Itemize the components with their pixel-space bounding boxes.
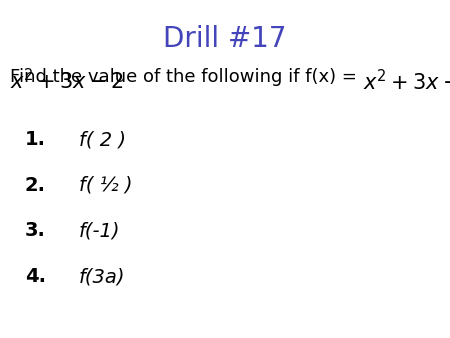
- Text: f( 2 ): f( 2 ): [79, 130, 126, 149]
- Text: 1.: 1.: [25, 130, 46, 149]
- Text: 3.: 3.: [25, 221, 45, 240]
- Text: 2.: 2.: [25, 176, 46, 195]
- Text: 4.: 4.: [25, 267, 46, 286]
- Text: $x^2 +3x-2$: $x^2 +3x-2$: [363, 69, 450, 95]
- Text: f(3a): f(3a): [79, 267, 125, 286]
- Text: $x^2 +3x-2$: $x^2 +3x-2$: [10, 68, 124, 93]
- Text: Drill #17: Drill #17: [163, 25, 287, 53]
- Text: f(-1): f(-1): [79, 221, 120, 240]
- Text: Find the value of the following if f(x) =: Find the value of the following if f(x) …: [10, 68, 363, 86]
- Text: f( ½ ): f( ½ ): [79, 176, 132, 195]
